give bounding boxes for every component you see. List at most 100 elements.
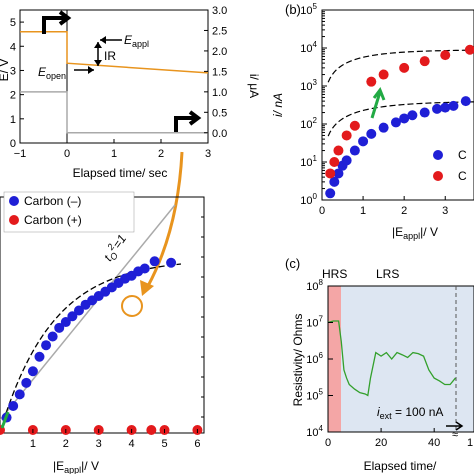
panel-b-red-point [464, 44, 474, 55]
panel-c-ytick-label: 105 [306, 388, 323, 403]
inset-ytick-right-label: 1.0 [212, 87, 227, 99]
panel-b-blue-point [419, 107, 430, 118]
panel-b-letter: (b) [285, 2, 301, 17]
panel-c-letter: (c) [285, 256, 300, 271]
inset-xlabel: Elapsed time/ sec [73, 166, 168, 180]
callout-arrow-head-icon [140, 280, 154, 296]
panel-b-ylabel: i/ nA [271, 93, 285, 117]
carbon-minus-point [47, 331, 58, 342]
panel-b-frame [321, 9, 474, 201]
panel-c-xtick-label: 0 [325, 437, 331, 449]
carbon-minus-point [166, 257, 177, 268]
panel-b-ytick-label: 101 [300, 154, 317, 169]
panel-c-ytick-label: 107 [306, 315, 323, 330]
panel-c-ytick-label: 104 [306, 424, 323, 439]
panel-a-xtick-label: 2 [63, 438, 69, 450]
panel-b-blue-point [341, 155, 352, 166]
carbon-minus-point [149, 256, 160, 267]
inset-ytick-right-label: 0.0 [212, 128, 227, 140]
green-arrow-icon [0, 411, 10, 429]
panel-c-ytick-label: 108 [306, 278, 323, 293]
panel-b-blue-point [333, 168, 344, 179]
carbon-minus-point [67, 311, 78, 322]
panel-a-line-label: tO2=1 [99, 231, 130, 265]
inset-ytick-right-label: 2.5 [212, 25, 227, 37]
panel-b-xtick-label: 1 [360, 205, 366, 217]
resistivity-trace [327, 320, 456, 397]
inset-ytick-left-label: 4 [10, 41, 16, 53]
panel-b-fit-curves [327, 49, 474, 137]
panel-c-arrow-icon [446, 421, 464, 431]
inset-ytick-right-label: 3.0 [212, 5, 227, 17]
svg-text:Eappl: Eappl [124, 33, 149, 49]
panel-b-chart: (b) 0 1 2 3 100 101 102 103 104 105 i/ nA |Eappl|… [271, 2, 474, 241]
panel-b-legend-marker-2 [433, 171, 443, 181]
inset-xtick-label: 0 [64, 148, 70, 160]
carbon-minus-point [21, 377, 32, 388]
callout-arrow [146, 151, 184, 287]
panel-b-blue-point [349, 145, 360, 156]
panel-c-xtick-label: 20 [375, 437, 387, 449]
carbon-minus-point [14, 389, 25, 400]
panel-a-ticks: 1 2 3 4 5 6 [30, 216, 204, 450]
panel-b-blue-point [325, 188, 336, 199]
inset-xtick-label: 3 [205, 148, 211, 160]
panel-b-ticks: 0 1 2 3 100 101 102 103 104 105 [300, 2, 448, 217]
inset-xtick-label: −1 [14, 148, 27, 160]
hrs-label: HRS [322, 267, 347, 281]
lrs-label: LRS [376, 267, 399, 281]
panel-c-xtick-label: 40 [428, 437, 440, 449]
svg-text:IR: IR [104, 49, 116, 63]
panel-c-annotation: iext = 100 nA [377, 405, 443, 421]
panel-a-xtick-label: 4 [129, 438, 135, 450]
carbon-minus-point [73, 305, 84, 316]
legend-marker-carbon-plus [9, 215, 19, 225]
panel-b-blue-point [399, 113, 410, 124]
panel-c-trace [327, 320, 456, 397]
panel-b-ytick-label: 105 [300, 2, 317, 17]
panel-b-green-arrow-icon [370, 86, 386, 119]
inset-ytick-right-label: 0.5 [212, 107, 227, 119]
inset-ylabel-right: i/ μA [247, 74, 261, 98]
inset-xtick-label: 2 [158, 148, 164, 160]
legend-label-carbon-minus: Carbon (–) [24, 194, 81, 208]
panel-b-red-point [440, 50, 451, 61]
panel-b-blue-point [432, 103, 443, 114]
inset-ytick-left-label: 0 [10, 138, 16, 150]
panel-b-fit-curve-red [327, 49, 474, 83]
panel-c-xlabel: Elapsed time/ [364, 459, 437, 473]
panel-b-red-point [399, 62, 410, 73]
panel-c-chart: (c) HRS LRS 0 20 40 1 104 105 106 107 108 iext =… [285, 256, 474, 473]
panel-b-blue-point [358, 136, 369, 147]
carbon-minus-point [34, 351, 45, 362]
annotation-ir: IR [94, 42, 116, 66]
lrs-region [341, 286, 474, 432]
inset-ytick-left-label: 3 [10, 65, 16, 77]
inset-ylabel-left: E/ V [0, 59, 11, 82]
panel-c-ticks: 0 20 40 1 104 105 106 107 108 [306, 278, 473, 449]
panel-b-red-point [349, 120, 360, 131]
carbon-plus-point [146, 425, 157, 435]
panel-b-blue-point [366, 128, 377, 139]
panel-b-xlabel: |Eappl|/ V [392, 225, 438, 241]
panel-b-red-point [325, 168, 336, 179]
panel-a-xtick-label: 6 [194, 438, 200, 450]
panel-a-fit-curve [2, 263, 182, 422]
panel-b-ytick-label: 104 [300, 40, 317, 55]
panel-b-red-point [333, 145, 344, 156]
panel-a-xlabel: |Eappl|/ V [53, 459, 99, 474]
panel-b-xtick-label: 3 [442, 205, 448, 217]
corner-arrow-top-left-icon [42, 10, 72, 34]
panel-b-red-point [366, 76, 377, 87]
legend-label-carbon-plus: Carbon (+) [24, 213, 82, 227]
legend-marker-carbon-minus [9, 196, 19, 206]
panel-b-red-point [378, 69, 389, 80]
panel-c-xtick-partial-label: 1 [467, 437, 473, 449]
panel-b-legend-label-1: C [458, 148, 467, 162]
panel-b-red-point [329, 157, 340, 167]
panel-b-xtick-label: 0 [319, 205, 325, 217]
carbon-minus-point [60, 317, 71, 328]
